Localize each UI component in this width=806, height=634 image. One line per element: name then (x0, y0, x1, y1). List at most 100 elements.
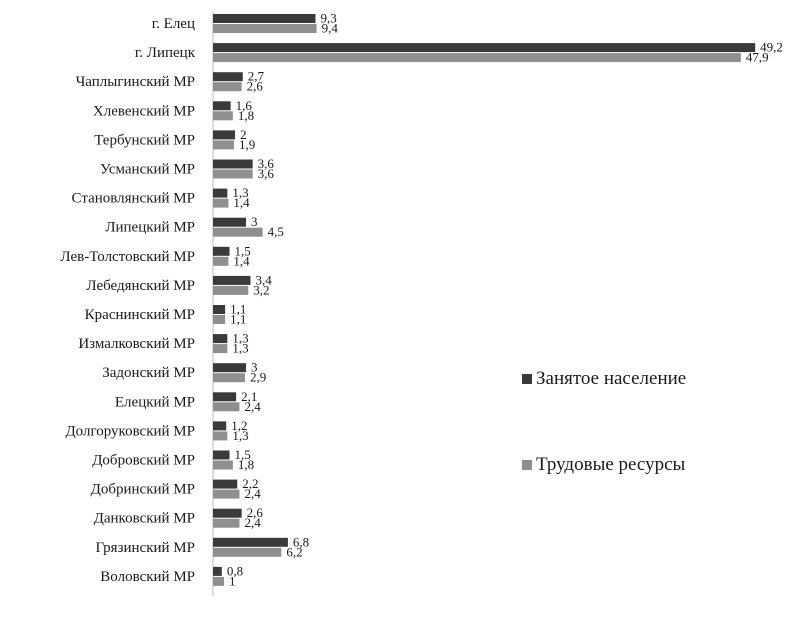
data-label: 3,4 (255, 272, 272, 287)
bar-labor-resources (213, 285, 249, 295)
bar-labor-resources (213, 227, 263, 237)
bar-labor-resources (213, 169, 253, 179)
bar-labor-resources (213, 489, 240, 499)
legend-label: Занятое население (536, 368, 686, 389)
data-label: 2,4 (244, 515, 261, 530)
bar-employed (213, 305, 226, 314)
bar-employed (213, 566, 222, 576)
category-label: Данковский МР (94, 511, 195, 527)
legend-label: Трудовые ресурсы (536, 454, 686, 475)
legend-swatch (522, 460, 532, 470)
category-label: Измалковский МР (78, 336, 195, 352)
data-label: 3 (251, 214, 258, 229)
category-label: Лебедянский МР (86, 278, 195, 294)
bar-labor-resources (213, 518, 240, 528)
data-label: 1,5 (235, 243, 251, 258)
category-label: Долгоруковский МР (65, 423, 195, 439)
data-label: 1,3 (232, 331, 248, 346)
data-label: 49,2 (760, 40, 783, 55)
data-label: 2,2 (242, 476, 258, 491)
category-label: Усманский МР (100, 162, 195, 178)
data-label: 2,4 (244, 399, 261, 414)
data-label: 6,2 (286, 544, 302, 559)
data-label: 2,7 (248, 69, 265, 84)
category-label: Становлянский МР (72, 191, 195, 207)
data-label: 1,2 (231, 418, 247, 433)
bar-employed (213, 275, 251, 285)
legend-swatch (522, 374, 532, 384)
category-label: Елецкий МР (115, 394, 195, 410)
bar-employed (213, 14, 316, 23)
category-label: Задонский МР (102, 365, 195, 381)
bar-labor-resources (213, 460, 233, 470)
category-label: Тербунский МР (94, 132, 195, 148)
data-label: 1,1 (230, 312, 246, 327)
bar-labor-resources (213, 431, 228, 441)
category-label: г. Елец (152, 16, 195, 32)
data-label: 4,5 (268, 224, 284, 239)
bar-labor-resources (213, 140, 234, 150)
bar-employed (213, 537, 288, 547)
bar-employed (213, 43, 756, 53)
data-label: 1,4 (233, 253, 250, 268)
data-label: 9,3 (320, 11, 336, 26)
bar-labor-resources (213, 198, 229, 208)
bar-employed (213, 421, 227, 431)
data-label: 1,8 (238, 108, 254, 123)
data-label: 3 (251, 360, 258, 375)
data-label: 2,6 (247, 79, 264, 94)
bar-employed (213, 246, 230, 256)
bar-labor-resources (213, 53, 741, 63)
data-label: 2,4 (244, 486, 261, 501)
category-label: Липецкий МР (105, 220, 195, 236)
bar-labor-resources (213, 344, 228, 354)
data-label: 6,8 (293, 534, 309, 549)
bar-labor-resources (213, 576, 225, 586)
data-label: 1,6 (236, 98, 253, 113)
data-label: 9,4 (322, 21, 339, 36)
data-label: 2,1 (241, 389, 257, 404)
category-label: Добринский МР (91, 482, 195, 498)
category-label: Чаплыгинский МР (76, 74, 195, 90)
data-label: 1,3 (232, 185, 248, 200)
bar-employed (213, 159, 253, 169)
data-label: 1,1 (230, 302, 246, 317)
bar-labor-resources (213, 373, 245, 383)
data-label: 2,9 (250, 370, 266, 385)
bar-labor-resources (213, 256, 229, 266)
data-label: 1,3 (232, 341, 248, 356)
bar-labor-resources (213, 82, 242, 92)
category-label: Краснинский МР (85, 307, 195, 323)
data-label: 2 (240, 127, 247, 142)
bar-employed (213, 334, 228, 344)
category-label: г. Липецк (135, 45, 196, 61)
category-label: Лев-Толстовский МР (60, 249, 195, 265)
bar-employed (213, 188, 228, 198)
bar-labor-resources (213, 402, 240, 412)
bar-labor-resources (213, 24, 317, 33)
bar-labor-resources (213, 547, 282, 557)
bar-employed (213, 130, 236, 140)
data-label: 1,9 (239, 137, 255, 152)
bar-employed (213, 72, 243, 82)
data-label: 1,3 (232, 428, 248, 443)
data-label: 1,4 (233, 195, 250, 210)
bar-employed (213, 508, 242, 518)
category-label: Хлевенский МР (93, 103, 195, 119)
bar-employed (213, 392, 237, 402)
category-label: Добровский МР (92, 453, 195, 469)
data-label: 3,6 (258, 156, 275, 171)
bar-employed (213, 450, 230, 460)
bar-employed (213, 101, 231, 111)
data-label: 0,8 (227, 563, 243, 578)
data-label: 47,9 (746, 50, 769, 65)
category-label: Воловский МР (100, 569, 195, 585)
data-label: 1 (229, 573, 236, 588)
data-label: 1,5 (235, 447, 251, 462)
bar-employed (213, 363, 247, 373)
data-label: 3,6 (258, 166, 275, 181)
bar-employed (213, 217, 247, 227)
data-label: 3,2 (253, 282, 269, 297)
bar-labor-resources (213, 315, 226, 324)
